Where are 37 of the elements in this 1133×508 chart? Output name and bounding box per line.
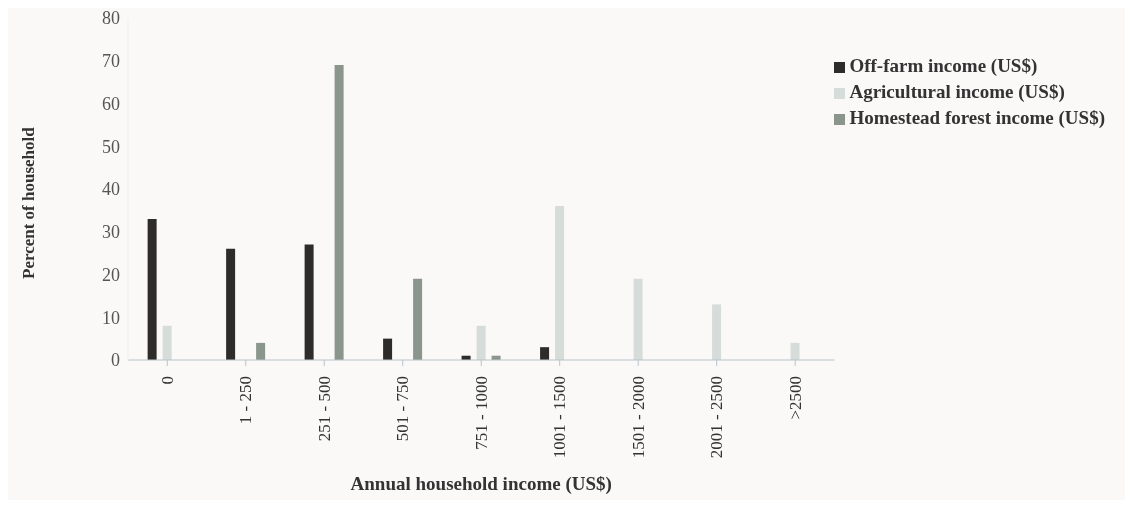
legend-label: Off-farm income (US$)	[849, 55, 1038, 76]
bar	[540, 347, 550, 360]
y-tick-label: 60	[102, 93, 120, 114]
x-tick-label: 1 - 250	[236, 376, 256, 425]
bar	[555, 206, 565, 360]
x-tick-label: 0	[157, 376, 177, 385]
legend-label: Agricultural income (US$)	[849, 81, 1065, 102]
y-tick-label: 50	[102, 136, 120, 157]
bar	[413, 278, 423, 360]
x-axis-title: Annual household income (US$)	[350, 473, 612, 495]
bar	[633, 278, 643, 360]
y-tick-label: 30	[102, 222, 120, 243]
y-tick-label: 40	[102, 179, 120, 200]
bar	[226, 248, 236, 360]
x-tick-label: 1501 - 2000	[628, 376, 648, 459]
y-tick-label: 10	[102, 307, 120, 328]
bar	[256, 342, 266, 360]
bar	[304, 244, 314, 360]
y-tick-label: 20	[102, 264, 120, 285]
bar	[334, 65, 344, 360]
x-tick-label: >2500	[785, 376, 805, 420]
bar	[162, 325, 172, 360]
y-tick-label: 0	[111, 350, 120, 371]
y-tick-label: 80	[102, 8, 120, 29]
bar	[147, 218, 157, 360]
x-tick-label: 751 - 1000	[471, 376, 491, 450]
bar	[790, 342, 800, 360]
x-tick-label: 1001 - 1500	[550, 376, 570, 459]
x-tick-label: 501 - 750	[393, 376, 413, 442]
bar	[383, 338, 393, 360]
bar	[476, 325, 486, 360]
x-tick-label: 251 - 500	[314, 376, 334, 442]
x-tick-label: 2001 - 2500	[707, 376, 727, 459]
y-axis-title: Percent of household	[19, 126, 39, 279]
y-tick-label: 70	[102, 51, 120, 72]
bar	[712, 304, 722, 360]
legend-label: Homestead forest income (US$)	[849, 107, 1105, 128]
